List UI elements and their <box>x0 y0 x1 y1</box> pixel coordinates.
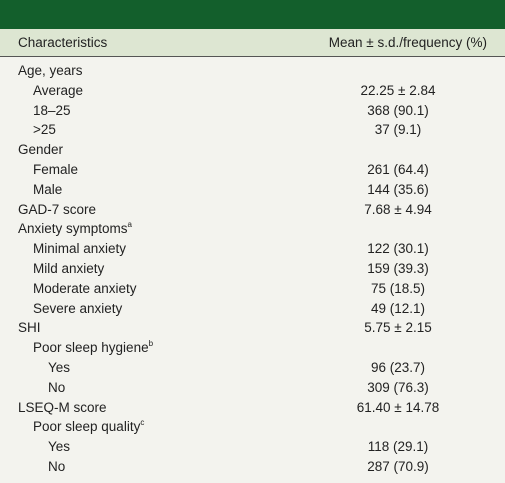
row-label: Anxiety symptomsa <box>18 219 132 239</box>
table-row: Average 22.25 ± 2.84 <box>0 81 505 101</box>
row-value: 309 (76.3) <box>367 379 429 395</box>
label-text: Gender <box>18 142 64 158</box>
table-row: Poor sleep qualityc <box>0 417 505 437</box>
label-text: Mild anxiety <box>33 260 105 276</box>
table-row: Moderate anxiety 75 (18.5) <box>0 279 505 299</box>
table-row: >25 37 (9.1) <box>0 120 505 140</box>
row-label: Yes <box>48 358 70 378</box>
label-text: Yes <box>48 359 71 375</box>
row-value: 96 (23.7) <box>370 359 426 375</box>
row-label: Minimal anxiety <box>33 239 126 259</box>
label-text: No <box>48 379 66 395</box>
label-text: Anxiety symptoms <box>18 221 128 237</box>
row-label: Average <box>33 81 83 101</box>
row-value: 144 (35.6) <box>367 181 429 197</box>
footnote-marker: a <box>127 220 132 230</box>
row-value: 5.75 ± 2.15 <box>364 320 432 336</box>
row-label: Gender <box>18 140 63 160</box>
table-row: Female 261 (64.4) <box>0 160 505 180</box>
row-value: 75 (18.5) <box>370 280 426 296</box>
label-text: LSEQ-M score <box>18 399 107 415</box>
table-row: GAD-7 score 7.68 ± 4.94 <box>0 200 505 220</box>
label-text: Poor sleep hygiene <box>33 340 149 356</box>
row-label: Male <box>33 180 62 200</box>
label-text: Yes <box>48 439 71 455</box>
header-cell: Mean ± s.d./frequency (%) <box>328 35 487 50</box>
row-label: Poor sleep qualityc <box>33 417 144 437</box>
label-text: 18–25 <box>33 102 71 118</box>
table-row: Poor sleep hygieneb <box>0 338 505 358</box>
row-value: 7.68 ± 4.94 <box>364 201 432 217</box>
row-label: Yes <box>48 437 70 457</box>
label-text: Severe anxiety <box>33 300 123 316</box>
label-text: Minimal anxiety <box>33 241 127 257</box>
row-label: Age, years <box>18 61 83 81</box>
table-row: Yes 96 (23.7) <box>0 358 505 378</box>
row-label: Moderate anxiety <box>33 279 137 299</box>
table-row: No 309 (76.3) <box>0 378 505 398</box>
table-row: 18–25 368 (90.1) <box>0 101 505 121</box>
row-value: 122 (30.1) <box>367 241 429 257</box>
row-value: 118 (29.1) <box>367 439 429 455</box>
label-text: Female <box>33 161 79 177</box>
row-value: 61.40 ± 14.78 <box>356 399 440 415</box>
label-text: Male <box>33 181 63 197</box>
row-value: 49 (12.1) <box>370 300 426 316</box>
row-label: Poor sleep hygieneb <box>33 338 153 358</box>
label-text: Average <box>33 82 84 98</box>
label-text: SHI <box>18 320 41 336</box>
row-value: 159 (39.3) <box>367 260 429 276</box>
table-row: SHI 5.75 ± 2.15 <box>0 318 505 338</box>
table-row: Minimal anxiety 122 (30.1) <box>0 239 505 259</box>
label-text: >25 <box>33 122 56 138</box>
row-label: Female <box>33 160 78 180</box>
row-label: >25 <box>33 120 56 140</box>
label-text: No <box>48 458 66 474</box>
header-cell: Characteristics <box>18 35 108 50</box>
table-row: Age, years <box>0 61 505 81</box>
table-row: Mild anxiety 159 (39.3) <box>0 259 505 279</box>
table-row: Gender <box>0 140 505 160</box>
table-row: LSEQ-M score 61.40 ± 14.78 <box>0 398 505 418</box>
label-text: Age, years <box>18 63 83 78</box>
row-label: SHI <box>18 318 41 338</box>
table-body: Age, years Average 22.25 ± 2.84 18–25 368 (9… <box>0 57 505 477</box>
label-text: Poor sleep quality <box>33 419 141 435</box>
row-value: 22.25 ± 2.84 <box>360 82 436 98</box>
row-label: Severe anxiety <box>33 299 122 319</box>
table-row: Anxiety symptomsa <box>0 219 505 239</box>
table-row: Severe anxiety 49 (12.1) <box>0 299 505 319</box>
row-label: LSEQ-M score <box>18 398 107 418</box>
row-value: 287 (70.9) <box>367 458 429 474</box>
row-label: No <box>48 378 65 398</box>
footnote-marker: b <box>148 339 154 349</box>
row-label: No <box>48 457 65 477</box>
table-row: Yes 118 (29.1) <box>0 437 505 457</box>
table-row: No 287 (70.9) <box>0 457 505 477</box>
label-text: Moderate anxiety <box>33 280 137 296</box>
label-text: GAD-7 score <box>18 201 97 217</box>
row-label: GAD-7 score <box>18 200 96 220</box>
row-label: Mild anxiety <box>33 259 104 279</box>
table-row: Male 144 (35.6) <box>0 180 505 200</box>
header-row: Characteristics Mean ± s.d./frequency (%… <box>0 29 505 57</box>
row-value: 261 (64.4) <box>367 161 429 177</box>
row-label: 18–25 <box>33 101 71 121</box>
top-bar <box>0 0 505 29</box>
row-value: 37 (9.1) <box>374 122 422 138</box>
footnote-marker: c <box>140 418 145 428</box>
row-value: 368 (90.1) <box>367 102 429 118</box>
